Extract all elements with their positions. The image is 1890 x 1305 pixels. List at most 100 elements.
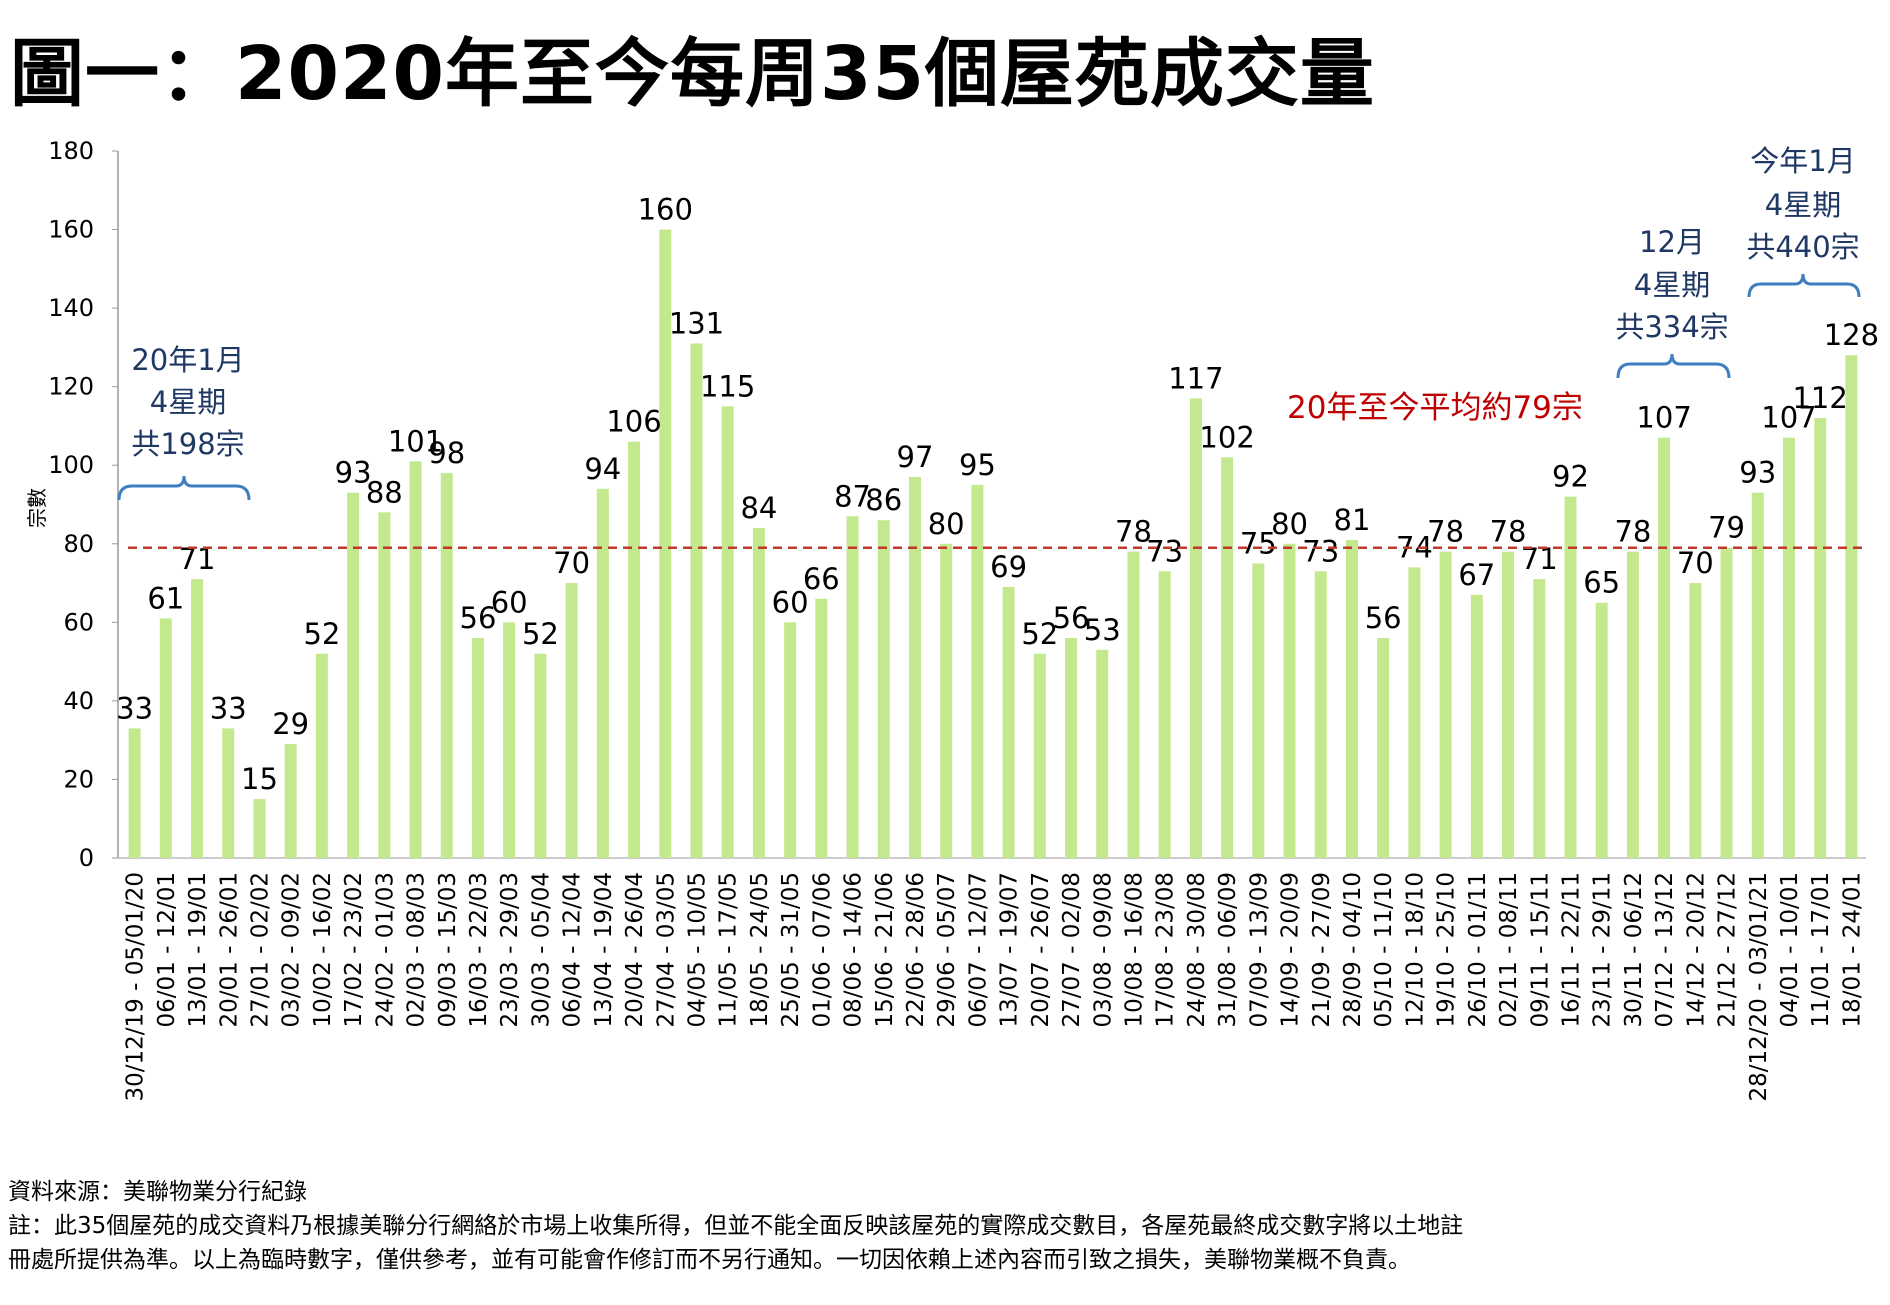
x-tick-label: 11/01 - 17/01 (1808, 872, 1834, 1028)
disclaimer-line-1: 註：此35個屋苑的成交資料乃根據美聯分行網絡於市場上收集所得，但並不能全面反映該… (8, 1213, 1464, 1239)
y-tick-label: 140 (48, 294, 94, 322)
x-tick-label: 14/09 - 20/09 (1278, 872, 1304, 1028)
data-label: 75 (1240, 526, 1277, 560)
x-tick-label: 31/08 - 06/09 (1215, 872, 1241, 1028)
x-tick-label: 22/06 - 28/06 (903, 872, 929, 1028)
x-tick-label: 16/03 - 22/03 (466, 872, 492, 1028)
data-label: 70 (553, 546, 590, 580)
bar (1595, 602, 1608, 858)
x-tick-label: 02/03 - 08/03 (404, 872, 430, 1028)
bar (1689, 583, 1702, 858)
x-tick-label: 03/08 - 09/08 (1090, 872, 1116, 1028)
data-label: 87 (834, 479, 871, 513)
bar (1158, 571, 1171, 858)
x-tick-label: 04/01 - 10/01 (1777, 872, 1803, 1028)
y-tick-label: 180 (48, 137, 94, 165)
data-label: 97 (897, 440, 934, 474)
data-label: 29 (272, 707, 309, 741)
annotation-line: 20年1月 (131, 343, 244, 377)
x-tick-label: 10/02 - 16/02 (310, 872, 336, 1028)
x-tick-label: 17/08 - 23/08 (1153, 872, 1179, 1028)
bar (409, 461, 422, 858)
x-tick-label: 24/02 - 01/03 (372, 872, 398, 1028)
bar (1658, 437, 1671, 858)
bar (1502, 551, 1515, 858)
bar (1002, 586, 1015, 858)
bar (1127, 551, 1140, 858)
annotation-dec-2020: 12月 4星期 共334宗 (1615, 225, 1731, 379)
bar (628, 441, 641, 858)
data-label: 101 (388, 424, 443, 458)
y-tick-label: 120 (48, 373, 94, 401)
data-label: 66 (803, 562, 840, 596)
data-label: 73 (1302, 534, 1339, 568)
data-label: 78 (1115, 515, 1152, 549)
data-label: 80 (1271, 507, 1308, 541)
bar (1283, 543, 1296, 858)
x-tick-label: 26/10 - 01/11 (1465, 872, 1491, 1028)
x-tick-label: 20/04 - 26/04 (622, 872, 648, 1028)
bar (1252, 563, 1265, 858)
x-tick-label: 27/07 - 02/08 (1059, 872, 1085, 1028)
brace-icon (117, 475, 251, 501)
data-label: 65 (1583, 566, 1620, 600)
data-label: 52 (522, 617, 559, 651)
x-tick-label: 12/10 - 18/10 (1402, 872, 1428, 1028)
annotation-line: 4星期 (150, 385, 226, 419)
bar (1814, 418, 1827, 858)
data-label: 33 (210, 691, 247, 725)
data-label: 53 (1084, 613, 1121, 647)
bar (222, 728, 235, 858)
data-label: 93 (335, 456, 372, 490)
y-tick-label: 0 (79, 844, 94, 872)
x-tick-label: 23/03 - 29/03 (497, 872, 523, 1028)
x-tick-label: 06/04 - 12/04 (560, 872, 586, 1028)
bar (596, 488, 609, 858)
annotation-line: 共198宗 (131, 427, 244, 461)
annotation-line: 共440宗 (1746, 230, 1859, 264)
annotation-line: 共334宗 (1615, 310, 1728, 344)
bar (659, 229, 672, 859)
data-label: 73 (1146, 534, 1183, 568)
x-tick-label: 13/04 - 19/04 (591, 872, 617, 1028)
data-label: 80 (928, 507, 965, 541)
data-label: 106 (606, 405, 661, 439)
bar (1533, 579, 1546, 858)
x-tick-label: 10/08 - 16/08 (1121, 872, 1147, 1028)
x-tick-label: 18/01 - 24/01 (1839, 872, 1865, 1028)
data-label: 60 (772, 585, 809, 619)
bar (1345, 539, 1358, 858)
x-tick-label: 30/03 - 05/04 (528, 872, 554, 1028)
x-tick-label: 27/01 - 02/02 (247, 872, 273, 1028)
data-label: 128 (1824, 318, 1879, 352)
bar (690, 343, 703, 858)
chart-title: 圖一：2020年至今每周35個屋苑成交量 (10, 31, 1375, 117)
x-tick-label: 30/11 - 06/12 (1621, 872, 1647, 1028)
data-label: 98 (428, 436, 465, 470)
bar (1564, 496, 1577, 858)
x-tick-label: 09/03 - 15/03 (435, 872, 461, 1028)
data-label: 95 (959, 448, 996, 482)
y-tick-label: 60 (63, 608, 94, 636)
data-label: 52 (303, 617, 340, 651)
annotation-jan-2020: 20年1月 4星期 共198宗 (117, 343, 251, 501)
data-label: 60 (491, 585, 528, 619)
y-axis-title: 宗數 (25, 488, 49, 528)
brace-icon (1747, 273, 1861, 298)
x-tick-label: 06/01 - 12/01 (154, 872, 180, 1028)
bar (752, 528, 765, 858)
x-tick-label: 23/11 - 29/11 (1590, 872, 1616, 1028)
bar (1189, 398, 1202, 858)
data-label: 61 (147, 581, 184, 615)
bar (1470, 594, 1483, 858)
bar (784, 622, 797, 858)
data-label: 107 (1636, 401, 1691, 435)
x-tick-label: 29/06 - 05/07 (934, 872, 960, 1028)
bar (1439, 551, 1452, 858)
data-label: 67 (1458, 558, 1495, 592)
average-label: 20年至今平均約79宗 (1287, 390, 1583, 426)
disclaimer-line-2: 冊處所提供為準。以上為臨時數字，僅供參考，並有可能會作修訂而不另行通知。一切因依… (8, 1247, 1411, 1273)
data-label: 93 (1739, 456, 1776, 490)
x-tick-label: 25/05 - 31/05 (778, 872, 804, 1028)
